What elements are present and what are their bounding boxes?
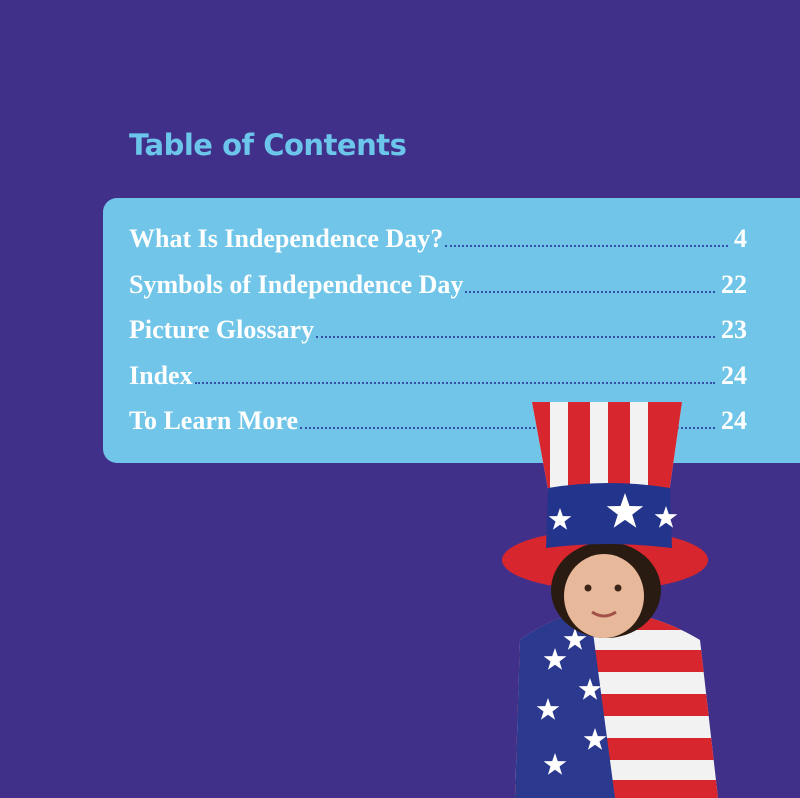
entry-title: Symbols of Independence Day: [129, 269, 464, 299]
eye: [614, 584, 622, 592]
page-number: 4: [734, 224, 747, 253]
dot-leader: [445, 245, 728, 247]
entry-title: Picture Glossary: [129, 315, 315, 344]
page-number: 23: [721, 315, 747, 344]
flag-wrap: [515, 611, 718, 798]
dot-leader: [316, 336, 715, 338]
dot-leader: [194, 381, 715, 384]
toc-box: [103, 198, 800, 463]
entry-title: What Is Independence Day?: [129, 224, 444, 253]
toc-entry: To Learn More 24: [129, 402, 747, 436]
toc-title: Table of Contents: [129, 128, 407, 162]
page-number: 24: [721, 406, 747, 435]
face: [564, 554, 644, 638]
page-number: 24: [721, 360, 747, 390]
dot-leader: [465, 290, 715, 293]
entry-title: To Learn More: [129, 406, 298, 435]
toc-entry: Symbols of Independence Day 22: [129, 266, 747, 300]
hat-band: [546, 483, 672, 548]
entry-title: Index: [129, 360, 193, 390]
eye: [584, 584, 592, 592]
dot-leader: [300, 427, 715, 429]
page-number: 22: [721, 269, 747, 299]
toc-entry: What Is Independence Day? 4: [129, 220, 747, 254]
toc-entry: Picture Glossary 23: [129, 311, 747, 345]
mouth: [591, 610, 617, 618]
toc-entry: Index 24: [129, 357, 747, 391]
